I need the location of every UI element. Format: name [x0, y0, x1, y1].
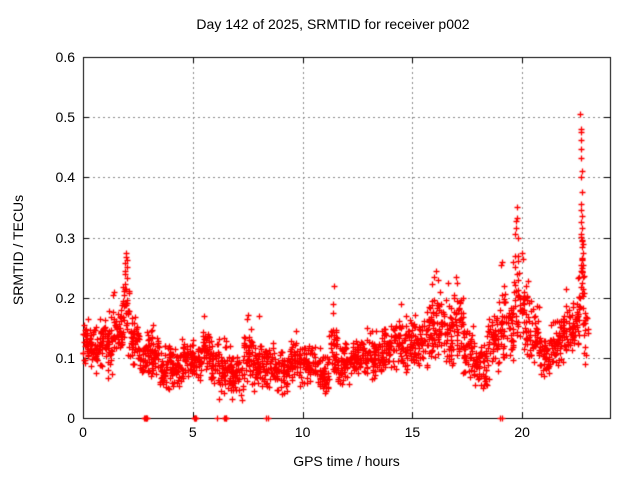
- x-tick-label: 20: [514, 424, 530, 440]
- y-tick-label: 0.1: [55, 349, 75, 366]
- y-tick-label: 0.6: [55, 49, 75, 65]
- x-tick-label: 10: [294, 424, 311, 440]
- x-tick-label: 5: [188, 424, 197, 440]
- y-tick-label: 0.2: [55, 289, 75, 306]
- chart-title-text: Day 142 of 2025, SRMTID for receiver p00…: [196, 16, 470, 32]
- y-tick-label: 0.5: [55, 109, 75, 126]
- x-tick-label: 15: [404, 424, 421, 440]
- chart-title: Day 142 of 2025, SRMTID for receiver p00…: [0, 16, 640, 32]
- y-tick-label: 0.4: [55, 169, 75, 186]
- y-tick-label: 0: [67, 410, 75, 426]
- x-axis-label: GPS time / hours: [293, 453, 400, 469]
- y-tick-label: 0.3: [55, 229, 75, 246]
- x-tick-label: 0: [79, 424, 87, 440]
